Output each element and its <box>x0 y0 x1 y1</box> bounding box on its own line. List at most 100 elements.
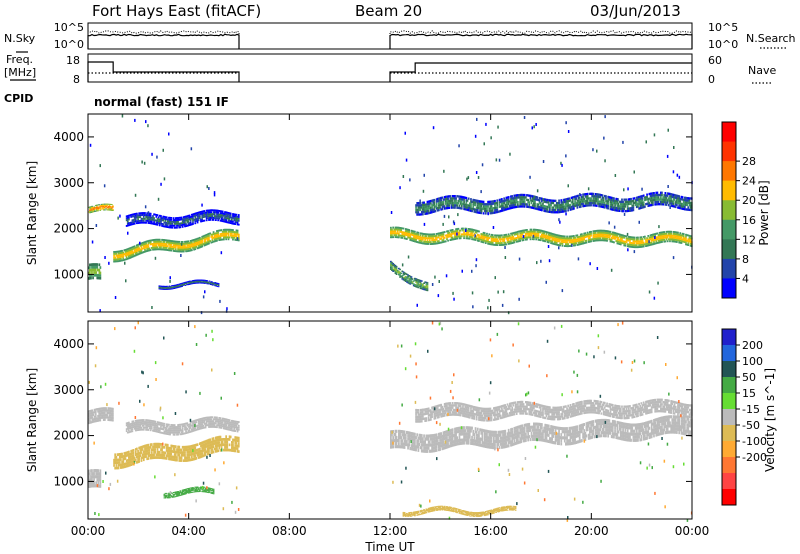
power-cell <box>560 210 563 213</box>
velocity-cell <box>204 453 207 457</box>
power-cell <box>399 230 401 233</box>
velocity-cell <box>172 445 175 448</box>
velocity-cell <box>152 448 154 452</box>
power-cell <box>156 220 159 222</box>
power-cell <box>465 206 468 209</box>
power-cell <box>415 284 417 286</box>
power-cell <box>227 234 230 237</box>
power-cell <box>133 251 136 253</box>
power-cell <box>472 203 475 206</box>
power-cell <box>417 283 420 286</box>
power-cell <box>503 241 506 244</box>
power-cell <box>433 208 436 211</box>
velocity-cell <box>136 461 138 464</box>
power-cell <box>438 206 440 209</box>
velocity-cell <box>178 445 181 449</box>
power-cell <box>499 240 502 243</box>
power-cell <box>563 210 566 213</box>
power-cell <box>661 200 663 204</box>
power-cell <box>131 223 134 226</box>
power-cell <box>443 240 446 243</box>
power-cell <box>562 239 565 242</box>
power-cell <box>178 222 181 225</box>
power-cell <box>220 219 223 222</box>
power-cell <box>678 235 681 238</box>
power-cell <box>599 200 602 203</box>
power-cell <box>420 213 423 216</box>
velocity-cell <box>146 452 149 455</box>
power-speckle-dot <box>139 241 141 245</box>
power-cell <box>200 211 202 213</box>
power-cell <box>649 236 652 239</box>
power-cell <box>409 283 412 285</box>
velocity-cell <box>160 453 162 457</box>
power-cell <box>466 229 469 232</box>
power-cell <box>404 272 407 275</box>
power-cell <box>577 239 580 242</box>
velocity-cell <box>88 475 90 479</box>
power-cell <box>409 280 412 282</box>
power-cell <box>407 228 409 231</box>
power-cell <box>549 208 551 211</box>
power-cell <box>428 235 431 238</box>
power-cell <box>490 235 493 238</box>
power-cell <box>130 215 133 218</box>
power-cell <box>689 197 692 200</box>
power-cell <box>147 216 150 219</box>
power-cell <box>213 232 216 235</box>
power-cell <box>153 242 155 245</box>
power-speckle-dot <box>200 311 203 315</box>
power-cell <box>226 217 229 220</box>
power-cell <box>199 211 201 214</box>
power-cell <box>121 259 123 262</box>
power-cell <box>229 214 232 217</box>
power-cell <box>96 209 98 211</box>
power-cell <box>534 234 536 237</box>
power-cell <box>136 212 138 215</box>
cpid-label: CPID <box>4 92 33 105</box>
power-cell <box>132 215 135 218</box>
power-cell <box>689 208 692 212</box>
power-cell <box>207 282 210 284</box>
velocity-cell <box>184 456 186 460</box>
power-cell <box>638 246 640 248</box>
power-cell <box>401 275 404 277</box>
power-cell <box>113 256 115 259</box>
power-cell <box>639 197 642 201</box>
power-cell <box>665 201 668 204</box>
power-cell <box>608 238 611 241</box>
power-cell <box>231 230 233 233</box>
power-cell <box>409 233 412 236</box>
power-cell <box>169 288 172 290</box>
power-cell <box>555 243 558 246</box>
power-cell <box>414 285 416 287</box>
power-cell <box>655 203 658 206</box>
power-cell <box>168 241 170 244</box>
power-cell <box>186 215 189 218</box>
power-cell <box>206 280 209 282</box>
power-cell <box>393 234 396 237</box>
power-cell <box>664 236 667 239</box>
power-cell <box>407 280 409 282</box>
power-cell <box>688 199 691 202</box>
power-cell <box>668 234 670 237</box>
power-cell <box>664 232 667 235</box>
power-cell <box>186 224 189 227</box>
velocity-cell <box>96 472 99 476</box>
power-cell <box>529 197 532 200</box>
power-cell <box>200 212 202 215</box>
power-cell <box>409 275 412 278</box>
power-cell <box>533 204 535 207</box>
power-cell <box>193 246 195 249</box>
velocity-cell <box>116 461 119 464</box>
velocity-cell <box>188 456 191 459</box>
power-cell <box>182 250 185 253</box>
power-cell <box>194 282 197 284</box>
velocity-cell <box>142 450 145 454</box>
power-cell <box>546 235 549 238</box>
power-cell <box>509 236 511 239</box>
power-cell <box>209 209 212 212</box>
power-cell <box>655 200 658 204</box>
power-cell <box>493 200 495 203</box>
power-cell <box>573 207 575 210</box>
